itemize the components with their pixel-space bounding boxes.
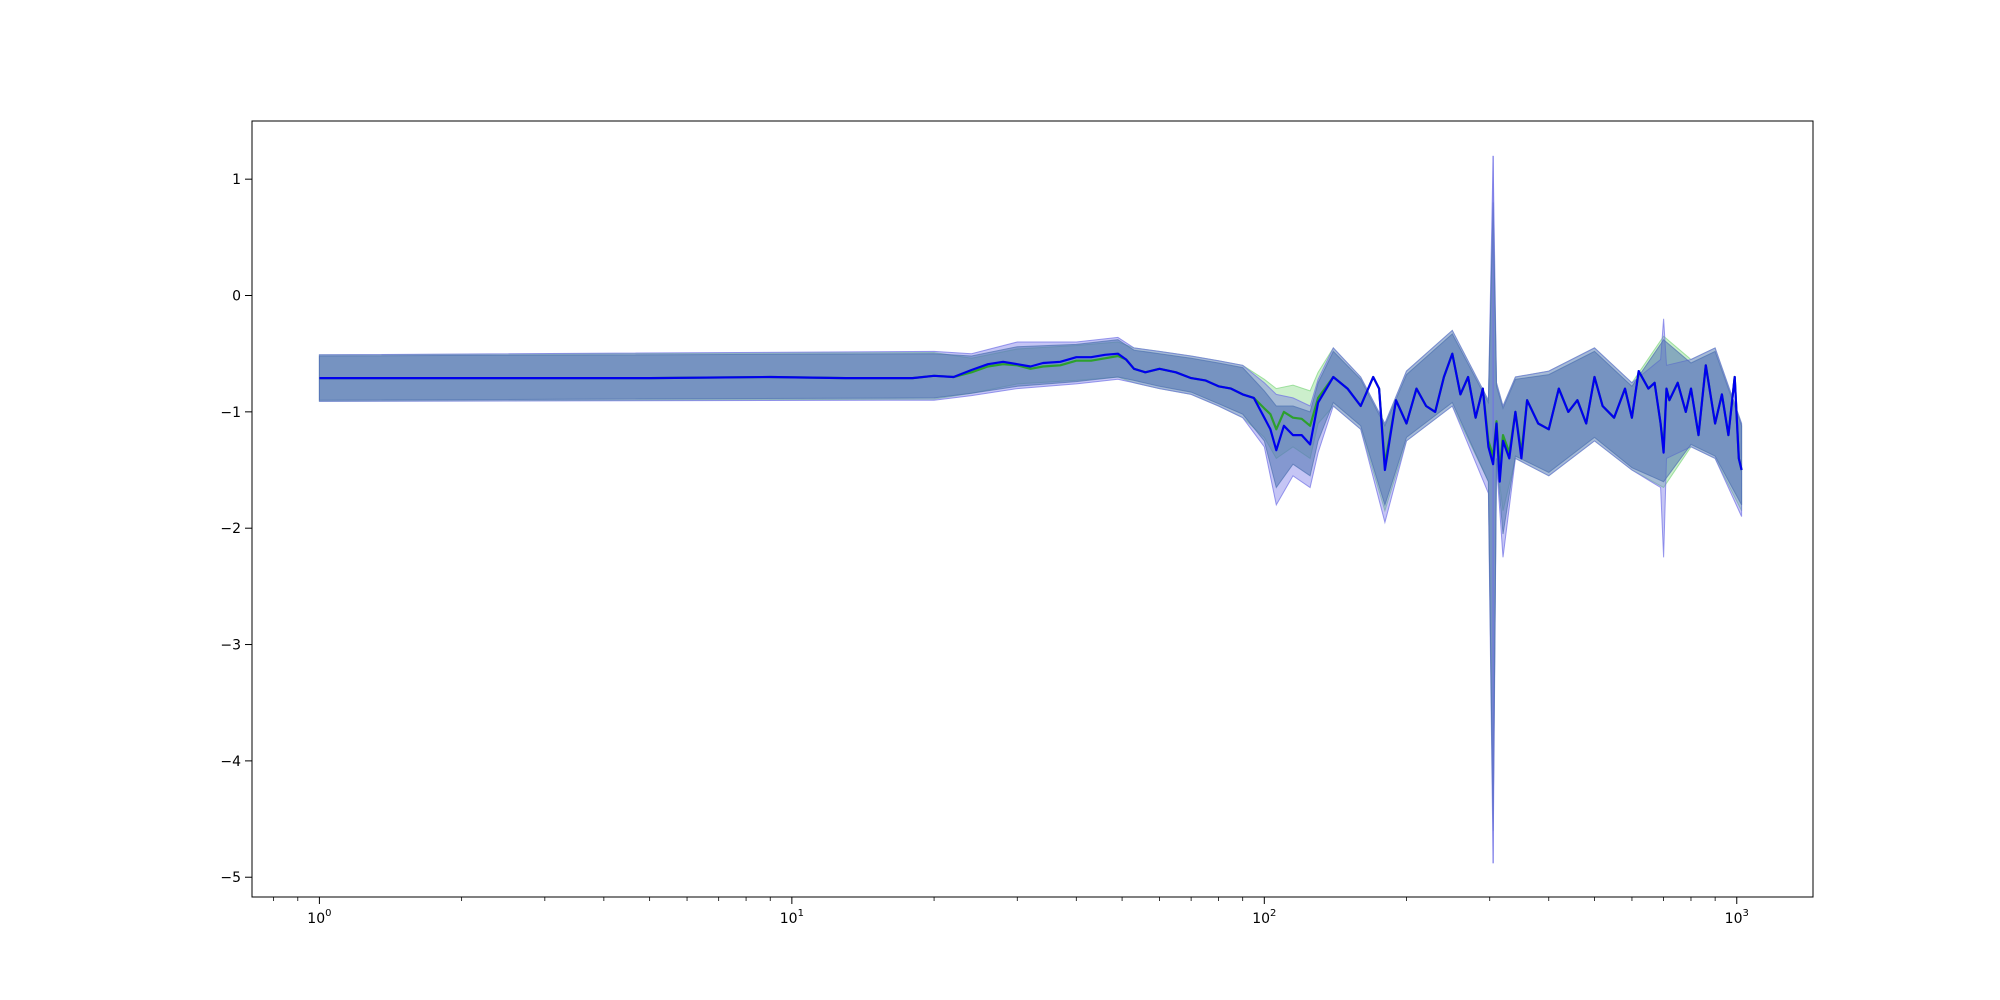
plot-area [252, 121, 1813, 897]
y-tick-label: 0 [232, 289, 241, 305]
x-tick-label: 101 [780, 908, 804, 927]
x-tick-label: 103 [1725, 908, 1749, 927]
series-lines [319, 352, 1743, 483]
confidence-band-3 [318, 202, 1743, 831]
y-axis: 1 0 −1 −2 −3 −4 −5 [220, 172, 252, 886]
x-tick-label: 100 [307, 908, 331, 927]
confidence-band-2 [318, 155, 1743, 864]
y-tick-label: −2 [220, 521, 241, 537]
y-tick-label: −5 [220, 870, 241, 886]
x-tick-label: 102 [1252, 908, 1276, 927]
confidence-bands [318, 155, 1743, 864]
series-line-mean [319, 352, 1743, 483]
x-axis: 100 101 102 103 [273, 897, 1749, 927]
y-tick-label: 1 [232, 172, 241, 188]
y-tick-label: −3 [220, 638, 241, 654]
plot-frame [251, 120, 1814, 898]
y-tick-label: −4 [220, 754, 241, 770]
y-tick-label: −1 [220, 405, 241, 421]
